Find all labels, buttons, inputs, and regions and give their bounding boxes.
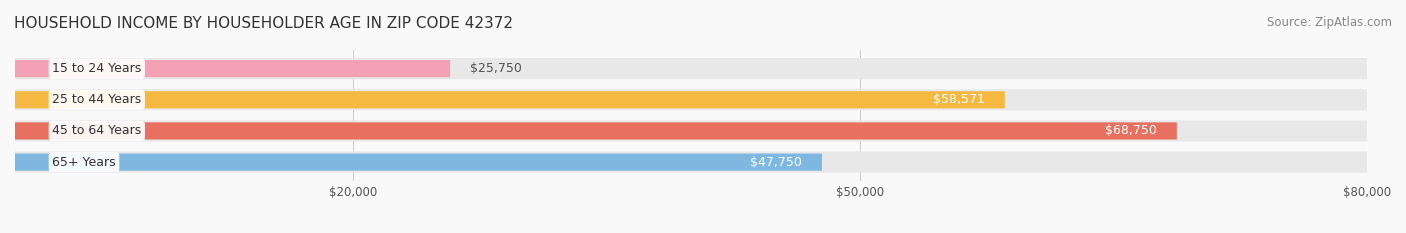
FancyBboxPatch shape: [15, 60, 450, 77]
Text: 45 to 64 Years: 45 to 64 Years: [52, 124, 142, 137]
Text: 15 to 24 Years: 15 to 24 Years: [52, 62, 142, 75]
Text: $58,571: $58,571: [932, 93, 984, 106]
Text: $47,750: $47,750: [749, 156, 801, 169]
Text: $25,750: $25,750: [471, 62, 522, 75]
Text: HOUSEHOLD INCOME BY HOUSEHOLDER AGE IN ZIP CODE 42372: HOUSEHOLD INCOME BY HOUSEHOLDER AGE IN Z…: [14, 16, 513, 31]
FancyBboxPatch shape: [15, 89, 1367, 110]
FancyBboxPatch shape: [15, 58, 1367, 79]
Text: $68,750: $68,750: [1105, 124, 1157, 137]
FancyBboxPatch shape: [15, 154, 823, 171]
Text: 65+ Years: 65+ Years: [52, 156, 115, 169]
FancyBboxPatch shape: [15, 120, 1367, 142]
FancyBboxPatch shape: [15, 122, 1177, 140]
FancyBboxPatch shape: [15, 151, 1367, 173]
FancyBboxPatch shape: [15, 91, 1005, 108]
Text: 25 to 44 Years: 25 to 44 Years: [52, 93, 142, 106]
Text: Source: ZipAtlas.com: Source: ZipAtlas.com: [1267, 16, 1392, 29]
